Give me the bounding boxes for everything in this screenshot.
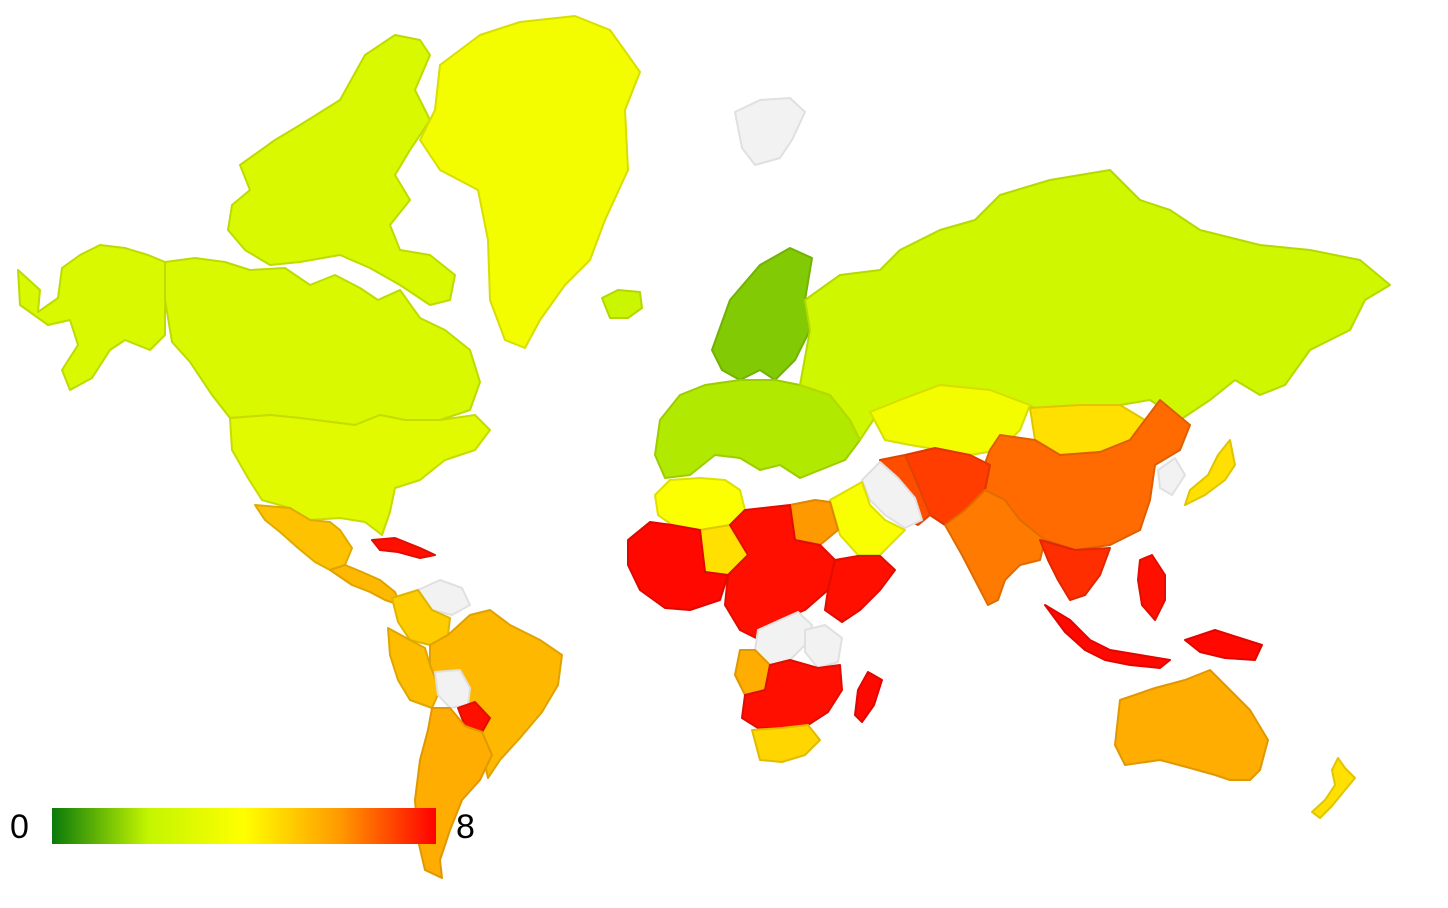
region-central-america (329, 564, 401, 606)
legend-max-label: 8 (456, 808, 475, 846)
region-central-africa (724, 504, 836, 641)
region-argentina (414, 707, 493, 879)
region-svalbard (734, 97, 806, 166)
region-indonesia (1044, 604, 1171, 669)
region-russia (799, 169, 1391, 441)
region-paraguay (457, 701, 491, 733)
region-yemen-oman (829, 481, 906, 556)
region-europe (654, 379, 861, 479)
region-philippines (1137, 554, 1166, 621)
color-scale-gradient (52, 808, 436, 844)
region-alaska (17, 244, 166, 391)
region-india (944, 489, 1046, 606)
region-canada (164, 257, 481, 426)
region-egypt (789, 499, 839, 546)
region-cuba (371, 537, 436, 559)
region-usa (229, 414, 491, 536)
region-japan (1184, 439, 1236, 506)
region-canadian-arctic (227, 34, 456, 306)
region-south-africa (751, 724, 821, 763)
region-scandinavia (711, 247, 813, 381)
region-southeast-asia (1039, 539, 1111, 601)
region-tanzania (804, 624, 843, 669)
region-korea (1157, 457, 1186, 496)
region-new-zealand (1311, 757, 1356, 819)
region-horn-of-africa (824, 555, 896, 623)
legend-min-label: 0 (10, 808, 29, 846)
region-madagascar (854, 671, 883, 723)
region-greenland (419, 15, 641, 349)
region-saudi-arabia (861, 461, 923, 529)
region-papua (1184, 629, 1263, 661)
region-iceland (601, 289, 643, 319)
region-west-africa (627, 521, 729, 611)
color-scale-legend (52, 808, 436, 844)
region-australia (1114, 669, 1269, 781)
region-peru (387, 627, 441, 709)
region-southern-africa (741, 659, 843, 729)
